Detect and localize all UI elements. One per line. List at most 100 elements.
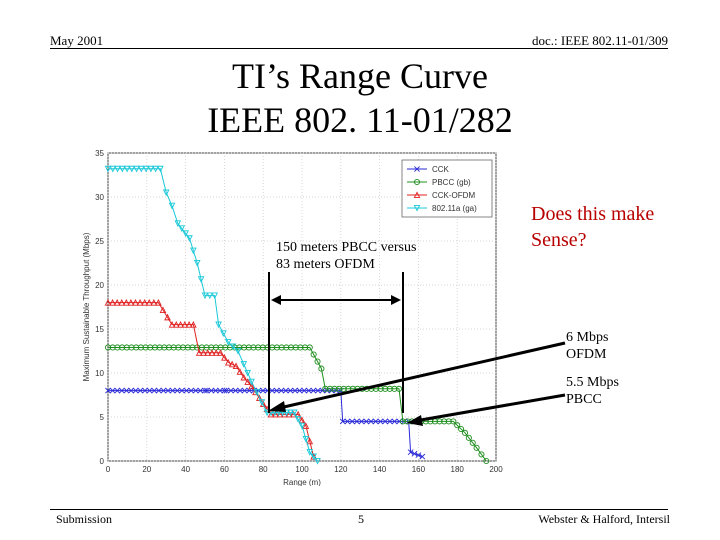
data-point-cck-ofdm [298, 416, 306, 424]
data-point-pbcc-gb [250, 344, 257, 351]
data-point-802-11a-ga [244, 369, 252, 377]
y-tick-label: 15 [95, 325, 104, 334]
data-point-cck [411, 450, 418, 457]
data-point-pbcc-gb [297, 344, 304, 351]
data-point-cck-ofdm [181, 320, 189, 328]
data-point-802-11a-ga [248, 378, 255, 386]
data-point-cck [146, 387, 153, 394]
data-point-cck-ofdm [232, 362, 240, 370]
data-point-cck-ofdm [228, 360, 236, 368]
data-point-cck [344, 418, 351, 425]
data-point-pbcc-gb [458, 425, 465, 433]
data-point-cck-ofdm [109, 298, 116, 306]
data-point-cck-ofdm [155, 298, 162, 306]
data-point-802-11a-ga [253, 389, 261, 396]
legend-marker-802-11a-ga [413, 204, 421, 212]
x-tick-label: 200 [489, 465, 503, 474]
data-point-cck [160, 387, 167, 394]
data-point-pbcc-gb [395, 385, 403, 392]
data-point-802-11a-ga [178, 225, 186, 232]
data-point-cck [217, 387, 223, 394]
data-point-pbcc-gb [208, 344, 215, 351]
data-point-cck [192, 387, 199, 394]
data-point-cck [363, 418, 370, 425]
data-point-802-11a-ga [157, 165, 164, 173]
y-tick-label: 20 [95, 281, 104, 290]
x-tick-label: 100 [295, 465, 309, 474]
data-point-802-11a-ga [302, 435, 310, 443]
data-point-cck-ofdm [168, 320, 176, 328]
data-point-cck-ofdm [248, 382, 255, 390]
data-point-pbcc-gb [441, 418, 448, 425]
data-point-802-11a-ga [193, 259, 201, 267]
data-point-cck-ofdm [104, 298, 112, 306]
x-tick-label: 40 [181, 465, 190, 474]
data-point-802-11a-ga [118, 165, 126, 173]
data-point-pbcc-gb [133, 344, 140, 351]
data-point-cck [212, 387, 219, 394]
data-point-802-11a-ga [152, 165, 159, 173]
range-curve-chart: 0 20 40 60 80 100 120 140 160 180 200 0 5 10 15 20 25 30 3… [82, 149, 503, 486]
x-tick-label: 180 [451, 465, 465, 474]
question-line1: Does this make [531, 203, 655, 225]
data-point-cck [349, 418, 356, 425]
data-point-pbcc-gb [326, 385, 333, 392]
data-point-pbcc-gb [123, 344, 130, 351]
x-tick-label: 120 [334, 465, 348, 474]
data-point-cck-ofdm [177, 320, 184, 328]
data-point-pbcc-gb [399, 418, 406, 425]
data-point-pbcc-gb [292, 344, 299, 351]
data-point-cck [419, 453, 426, 460]
legend-label-802-11a-ga: 802.11a (ga) [432, 204, 477, 213]
data-point-cck-ofdm [172, 320, 180, 328]
data-point-pbcc-gb [382, 385, 389, 392]
data-point-802-11a-ga [229, 343, 237, 351]
data-point-pbcc-gb [109, 344, 116, 351]
data-point-pbcc-gb [483, 457, 490, 465]
data-point-802-11a-ga [123, 165, 131, 173]
data-point-pbcc-gb [450, 418, 457, 425]
data-point-pbcc-gb [336, 385, 343, 392]
data-point-pbcc-gb [273, 344, 280, 351]
data-point-cck-ofdm [306, 437, 314, 445]
data-point-cck-ofdm [127, 298, 135, 306]
data-point-pbcc-gb [259, 344, 266, 351]
y-tick-label: 0 [100, 457, 105, 466]
data-point-cck [391, 418, 398, 425]
data-point-cck [310, 387, 317, 394]
data-point-cck-ofdm [236, 368, 244, 375]
data-point-cck [278, 387, 285, 394]
data-point-cck [197, 387, 204, 394]
data-point-cck-ofdm [195, 349, 203, 356]
data-point-cck [178, 387, 185, 394]
pbcc-callout-arrowhead [407, 415, 423, 426]
data-point-802-11a-ga [201, 292, 209, 300]
data-point-pbcc-gb [156, 344, 163, 351]
data-point-802-11a-ga [138, 165, 145, 173]
data-point-cck-ofdm [145, 298, 153, 306]
data-point-pbcc-gb [189, 344, 196, 351]
range-span-arrow-right [391, 295, 401, 305]
data-point-cck [368, 418, 374, 425]
x-tick-label: 60 [220, 465, 229, 474]
data-point-802-11a-ga [186, 235, 193, 242]
data-point-802-11a-ga [197, 276, 205, 283]
data-point-cck [142, 387, 148, 394]
data-point-802-11a-ga [162, 189, 170, 197]
data-point-pbcc-gb [314, 358, 321, 365]
x-tick-label: 140 [373, 465, 387, 474]
data-point-cck-ofdm [200, 349, 207, 356]
pbcc-rate-line2: PBCC [566, 392, 602, 407]
data-point-802-11a-ga [114, 165, 121, 173]
data-point-pbcc-gb [318, 365, 325, 372]
data-point-cck-ofdm [118, 298, 126, 306]
footer-submission: Submission [56, 512, 113, 526]
data-point-pbcc-gb [283, 344, 290, 351]
footer-page-number: 5 [358, 512, 364, 526]
data-point-cck [223, 387, 230, 394]
data-point-cck-ofdm [123, 298, 130, 306]
data-point-cck [282, 387, 289, 394]
data-point-pbcc-gb [391, 385, 398, 392]
data-point-cck [305, 387, 312, 394]
data-point-802-11a-ga [283, 409, 290, 417]
